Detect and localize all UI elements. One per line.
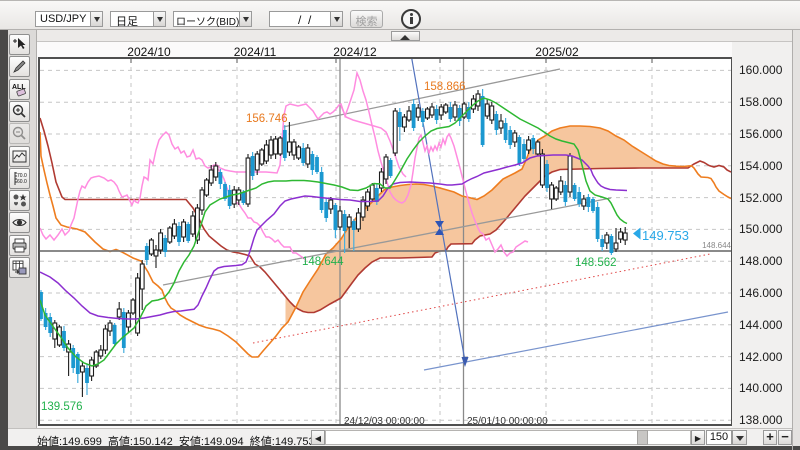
- svg-text:148.644: 148.644: [702, 241, 731, 250]
- svg-text:70.0: 70.0: [17, 173, 27, 179]
- svg-text:148.644: 148.644: [302, 256, 344, 268]
- svg-text:149.753: 149.753: [642, 228, 689, 243]
- svg-text:60.0: 60.0: [17, 179, 27, 185]
- svg-text:156.746: 156.746: [246, 113, 288, 125]
- svg-text:139.576: 139.576: [41, 401, 83, 413]
- svg-text:148.562: 148.562: [575, 257, 617, 269]
- svg-text:24/12/03 00:00:00: 24/12/03 00:00:00: [344, 416, 425, 424]
- svg-text:ALL: ALL: [12, 84, 26, 91]
- svg-text:25/01/10 00:00:00: 25/01/10 00:00:00: [467, 416, 548, 424]
- svg-text:158.866: 158.866: [424, 81, 466, 93]
